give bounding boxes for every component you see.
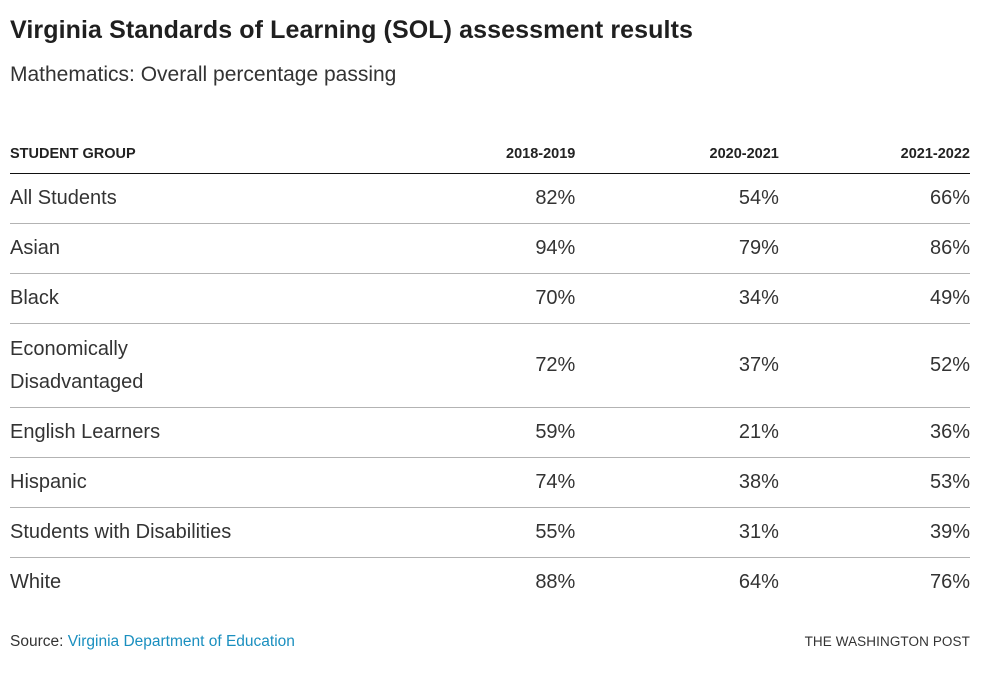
results-table: STUDENT GROUP 2018-2019 2020-2021 2021-2… <box>10 134 970 607</box>
footer: Source: Virginia Department of Education… <box>10 630 970 654</box>
publisher-credit: THE WASHINGTON POST <box>804 634 970 649</box>
cell-student-group: Economically Disadvantaged <box>10 323 386 408</box>
cell-student-group: All Students <box>10 173 386 224</box>
cell-2018-2019: 72% <box>385 323 576 408</box>
source-label: Source: <box>10 633 68 650</box>
cell-student-group: English Learners <box>10 407 386 458</box>
cell-2018-2019: 82% <box>385 173 576 224</box>
cell-2021-2022: 49% <box>778 273 970 324</box>
cell-2020-2021: 37% <box>575 323 779 408</box>
cell-2018-2019: 55% <box>385 507 576 558</box>
cell-2018-2019: 59% <box>385 407 576 458</box>
column-header-student-group: STUDENT GROUP <box>10 134 386 174</box>
table-row: Asian 94% 79% 86% <box>10 223 970 274</box>
cell-2020-2021: 64% <box>738 571 779 593</box>
source-link[interactable]: Virginia Department of Education <box>67 633 295 650</box>
graphic-container: Virginia Standards of Learning (SOL) ass… <box>10 0 970 593</box>
table-row: White 88% 64% 76% <box>10 558 970 608</box>
cell-student-group: Black <box>10 273 386 324</box>
cell-2018-2019: 70% <box>385 273 576 324</box>
cell-2021-2022: 52% <box>778 323 970 408</box>
cell-2021-2022: 36% <box>778 407 970 458</box>
cell-2020-2021: 79% <box>575 223 779 274</box>
table-row: English Learners 59% 21% 36% <box>10 407 970 458</box>
table-body: All Students 82% 54% 66% Asian 94% 79% 8… <box>10 173 970 608</box>
table-row: All Students 82% 54% 66% <box>10 173 970 224</box>
table-row: Hispanic 74% 38% 53% <box>10 457 970 508</box>
cell-student-group: Hispanic <box>10 457 386 508</box>
cell-2020-2021: 21% <box>575 407 779 458</box>
column-header-2018-2019: 2018-2019 <box>385 134 576 174</box>
cell-2021-2022: 86% <box>778 223 970 274</box>
page-subtitle: Mathematics: Overall percentage passing <box>10 63 397 86</box>
cell-2020-2021: 54% <box>575 173 779 224</box>
cell-student-group: White <box>10 571 62 593</box>
cell-2021-2022: 39% <box>778 507 970 558</box>
cell-2021-2022: 66% <box>778 173 970 224</box>
column-header-2020-2021: 2020-2021 <box>575 134 779 174</box>
table-row: Economically Disadvantaged 72% 37% 52% <box>10 323 970 408</box>
table-row: Black 70% 34% 49% <box>10 273 970 324</box>
page-title: Virginia Standards of Learning (SOL) ass… <box>10 16 694 44</box>
cell-2018-2019: 88% <box>535 571 576 593</box>
table-header-row: STUDENT GROUP 2018-2019 2020-2021 2021-2… <box>10 134 970 174</box>
table-row: Students with Disabilities 55% 31% 39% <box>10 507 970 558</box>
cell-student-group: Students with Disabilities <box>10 507 386 558</box>
cell-student-group: Asian <box>10 223 386 274</box>
column-header-2021-2022: 2021-2022 <box>778 134 970 174</box>
cell-2021-2022: 76% <box>929 571 970 593</box>
cell-2020-2021: 34% <box>575 273 779 324</box>
cell-2021-2022: 53% <box>778 457 970 508</box>
cell-2020-2021: 31% <box>575 507 779 558</box>
cell-2018-2019: 74% <box>385 457 576 508</box>
cell-2020-2021: 38% <box>575 457 779 508</box>
cell-2018-2019: 94% <box>385 223 576 274</box>
